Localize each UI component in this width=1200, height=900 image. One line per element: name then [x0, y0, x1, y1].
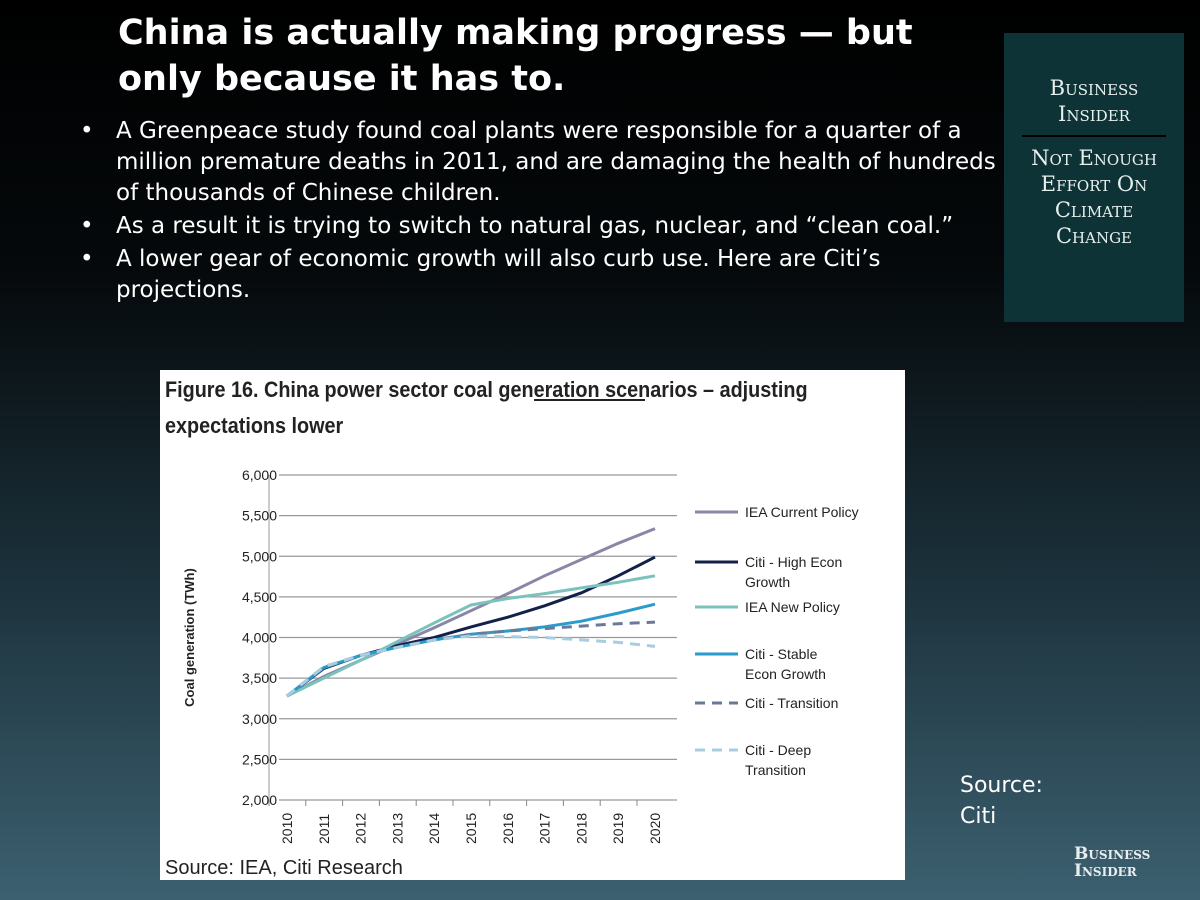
y-tick-label: 2,000	[242, 792, 277, 808]
badge-series-title: Not Enough Effort On Climate Change	[1031, 146, 1157, 248]
x-tick-label: 2020	[647, 813, 663, 844]
x-tick-label: 2011	[316, 814, 332, 844]
y-tick-label: 5,500	[242, 508, 277, 524]
y-tick-label: 6,000	[242, 467, 277, 483]
line-chart: 2,000 2,500 3,000 3,500 4,000 4,500 5,000 5,500…	[182, 399, 859, 844]
legend-label: Citi - Deep Transition	[745, 742, 811, 778]
badge-brand: Business Insider	[1049, 76, 1139, 126]
chart-source: Source: IEA, Citi Research	[165, 857, 403, 879]
y-axis-label: Coal generation (TWh)	[182, 568, 197, 707]
legend-label: Citi - Transition	[745, 695, 838, 711]
series-line	[286, 602, 656, 698]
bullet-list: A Greenpeace study found coal plants wer…	[80, 116, 1000, 308]
chart-figure: Figure 16. China power sector coal gener…	[160, 370, 905, 880]
x-tick-label: 2015	[463, 813, 479, 844]
legend-label: IEA Current Policy	[745, 504, 859, 520]
x-tick-label: 2016	[500, 813, 516, 844]
bullet-item: As a result it is trying to switch to na…	[80, 211, 1000, 242]
legend-label: Citi - Stable Econ Growth	[745, 646, 826, 682]
y-tick-label: 5,000	[242, 548, 277, 564]
series-line	[286, 574, 656, 698]
x-tick-label: 2012	[353, 813, 369, 844]
series-badge: Business Insider Not Enough Effort On Cl…	[1004, 33, 1184, 322]
bullet-item: A lower gear of economic growth will als…	[80, 244, 1000, 306]
x-tick-label: 2018	[573, 813, 589, 844]
badge-divider	[1022, 135, 1166, 137]
y-tick-label: 3,000	[242, 711, 277, 727]
chart-title: Figure 16. China power sector coal gener…	[165, 377, 808, 438]
series-line	[286, 527, 656, 698]
x-tick-label: 2014	[426, 813, 442, 844]
series-line	[286, 634, 656, 698]
y-tick-label: 2,500	[242, 751, 277, 767]
slide-title: China is actually making progress — but …	[118, 13, 913, 99]
legend-label: Citi - High Econ Growth	[745, 554, 842, 590]
x-tick-label: 2017	[537, 813, 553, 844]
x-tick-label: 2019	[610, 813, 626, 844]
brand-logo: Business Insider	[1074, 844, 1151, 881]
y-tick-label: 4,000	[242, 630, 277, 646]
bullet-item: A Greenpeace study found coal plants wer…	[80, 116, 1000, 209]
series-line	[286, 555, 656, 698]
legend-label: IEA New Policy	[745, 599, 840, 615]
y-tick-label: 4,500	[242, 589, 277, 605]
x-tick-label: 2013	[389, 813, 405, 844]
y-tick-label: 3,500	[242, 670, 277, 686]
x-tick-label: 2010	[279, 813, 295, 844]
slide-source: Source: Citi	[960, 773, 1043, 829]
